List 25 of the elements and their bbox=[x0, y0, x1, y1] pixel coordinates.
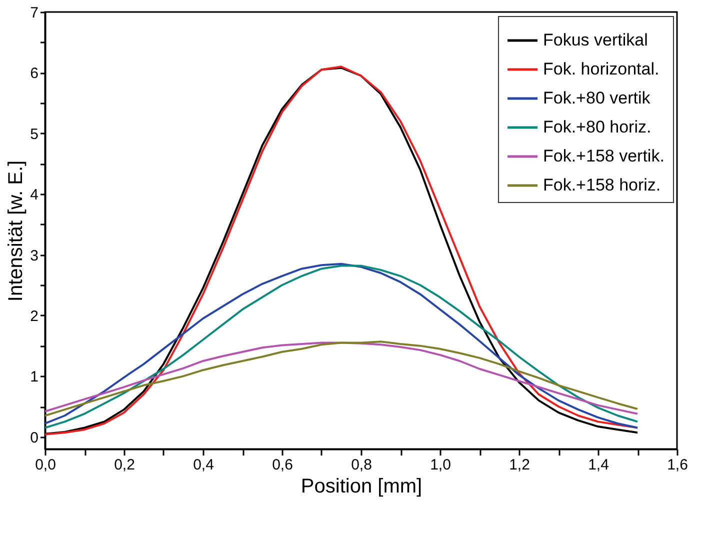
x-tick-label: 1,0 bbox=[430, 456, 451, 474]
legend-label: Fokus vertikal bbox=[543, 30, 648, 50]
x-axis-title: Position [mm] bbox=[300, 476, 422, 498]
x-tick-label: 1,2 bbox=[509, 456, 530, 474]
legend-label: Fok.+158 vertik. bbox=[543, 146, 664, 166]
y-tick-label: 1 bbox=[30, 368, 38, 386]
x-tick-label: 0,4 bbox=[193, 456, 214, 474]
x-tick-label: 0,8 bbox=[351, 456, 372, 474]
y-tick-label: 0 bbox=[30, 429, 38, 446]
x-tick-label: 0,0 bbox=[35, 456, 56, 474]
y-tick-label: 5 bbox=[30, 126, 38, 143]
y-tick-label: 3 bbox=[30, 247, 38, 264]
y-axis-title: Intensität [w. E.] bbox=[5, 160, 28, 302]
x-tick-label: 1,4 bbox=[588, 456, 609, 474]
legend-label: Fok.+158 horiz. bbox=[543, 176, 661, 194]
legend-label: Fok.+80 vertik bbox=[543, 88, 651, 108]
x-tick-label: 0,2 bbox=[114, 456, 135, 474]
x-tick-label: 1,6 bbox=[667, 456, 688, 474]
y-tick-label: 2 bbox=[30, 308, 38, 325]
y-tick-label: 4 bbox=[30, 186, 38, 204]
y-tick-label: 7 bbox=[30, 4, 38, 22]
y-tick-label: 6 bbox=[30, 65, 38, 82]
legend-label: Fok. horizontal. bbox=[543, 60, 660, 78]
legend-label: Fok.+80 horiz. bbox=[543, 118, 652, 136]
x-tick-label: 0,6 bbox=[272, 456, 293, 474]
